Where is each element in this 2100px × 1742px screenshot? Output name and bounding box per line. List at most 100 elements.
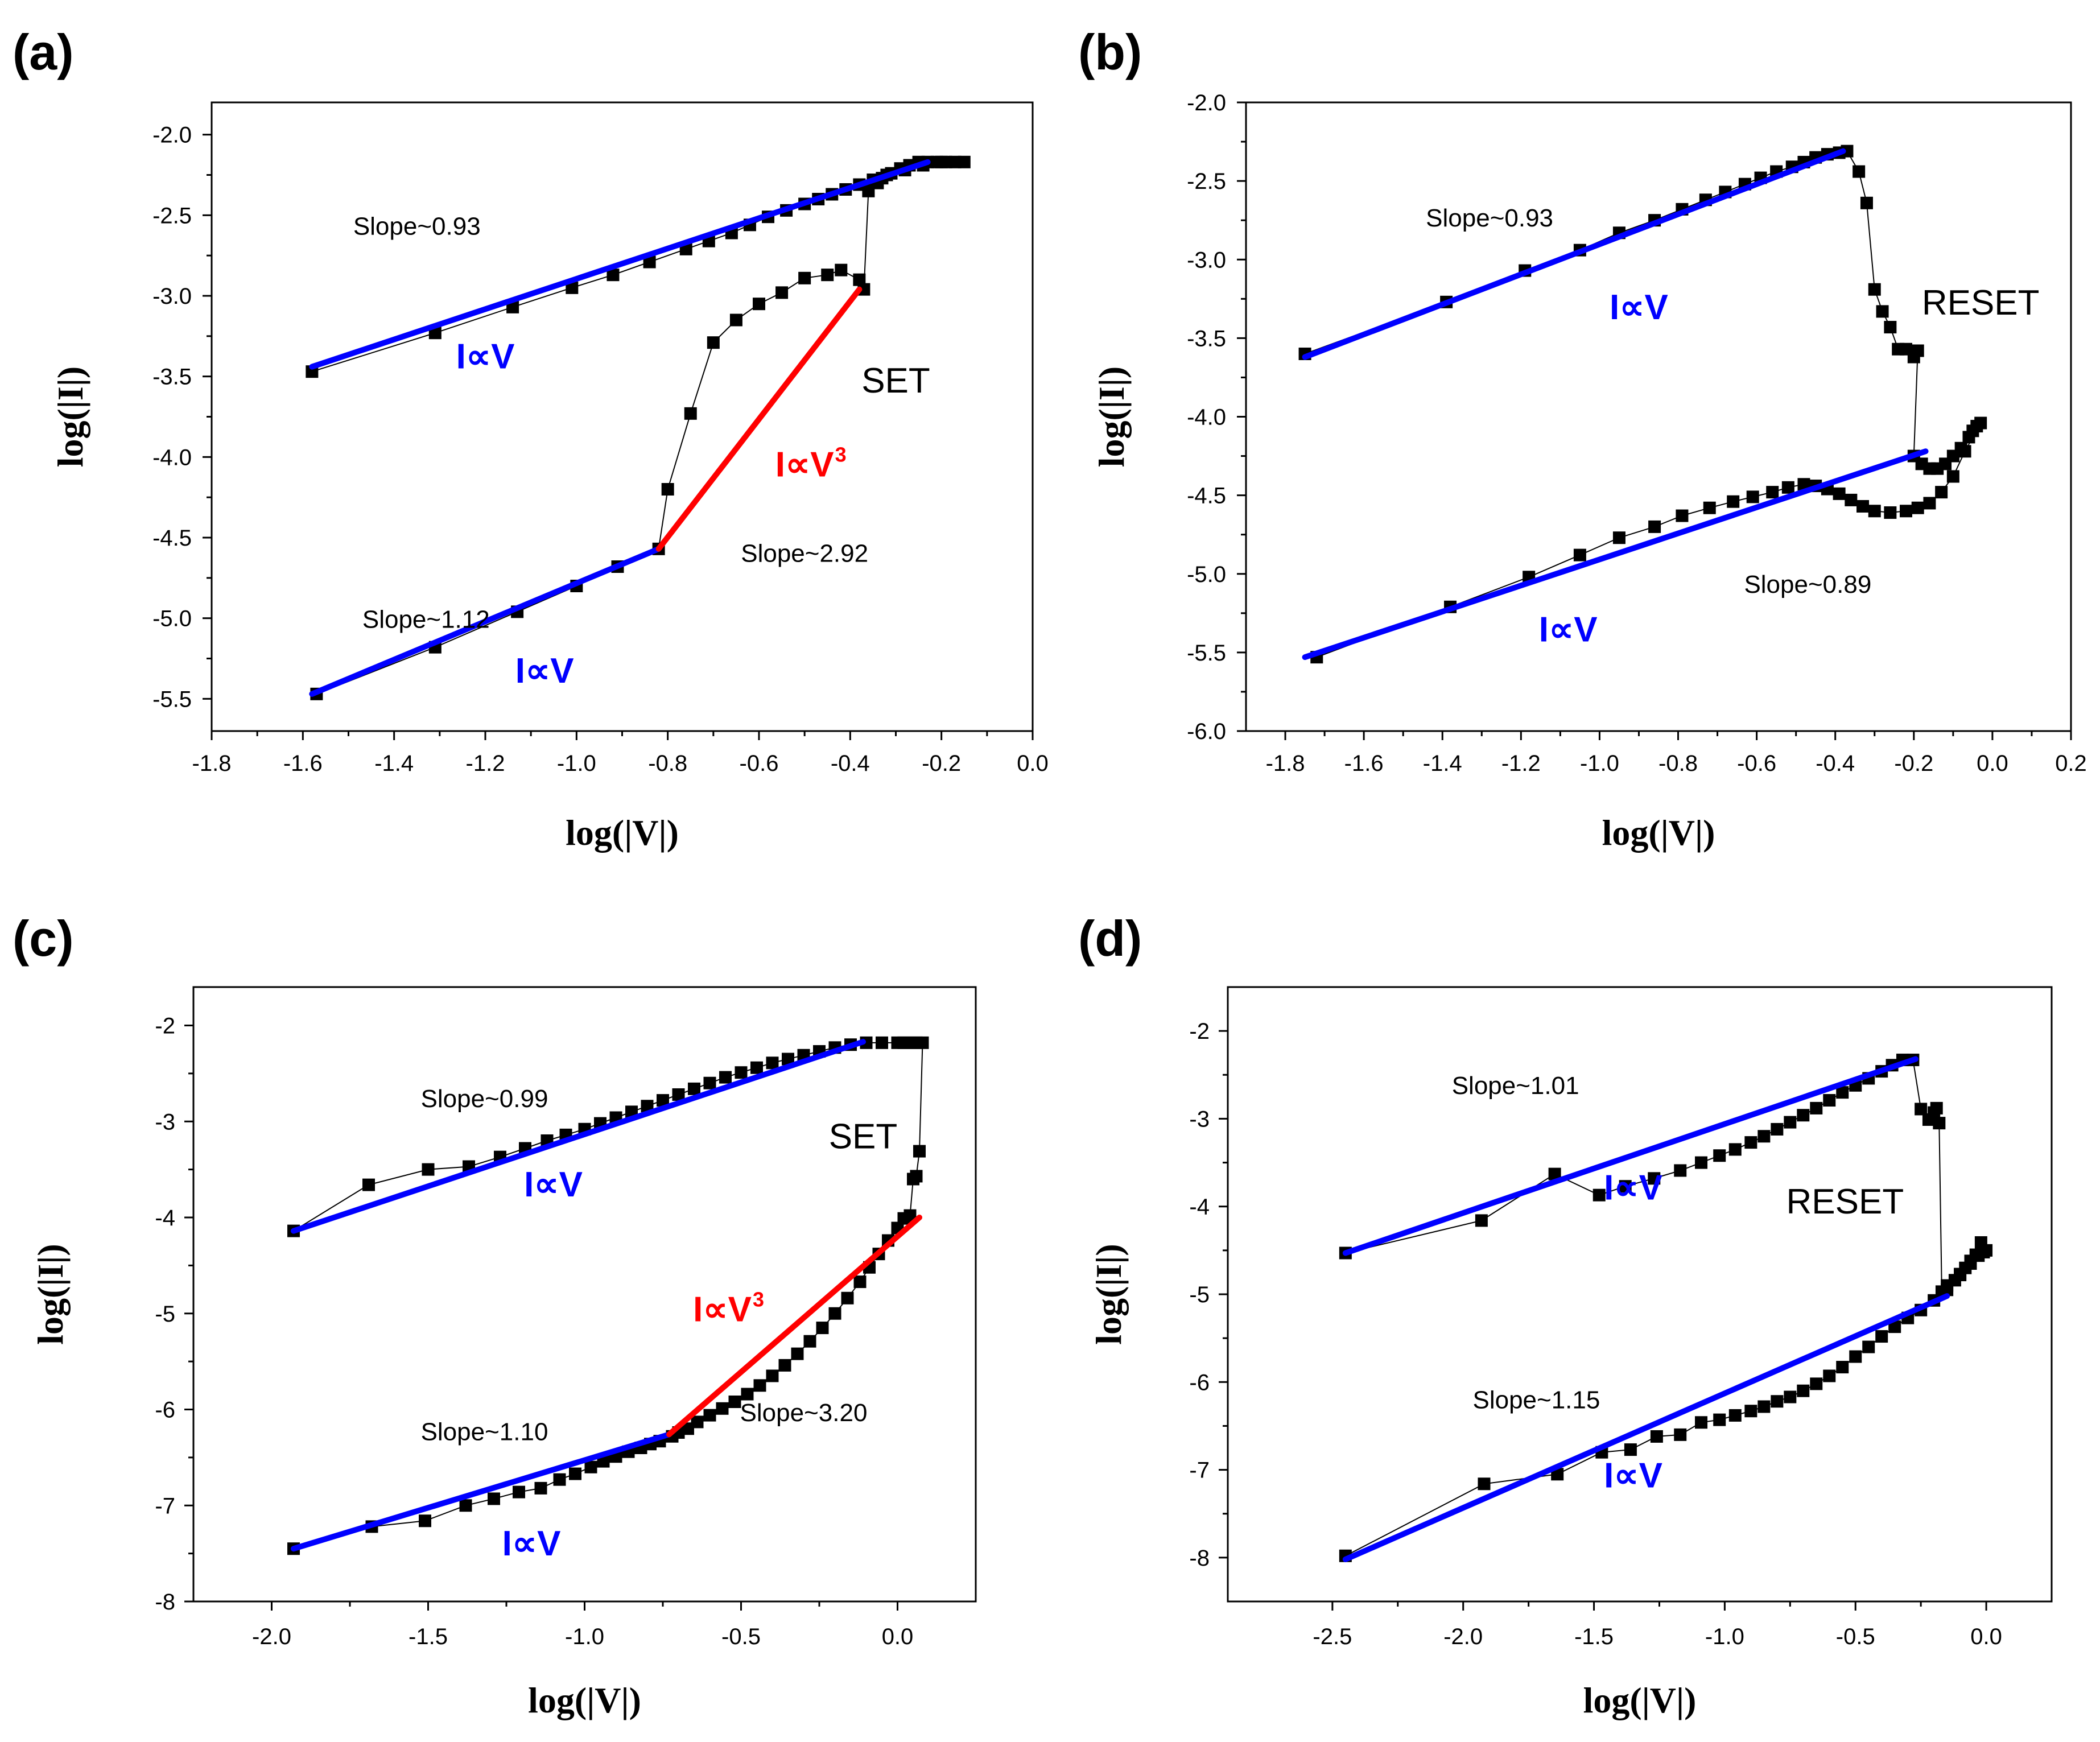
ohmic-law-label: I∝V (1610, 288, 1668, 327)
data-point (422, 1163, 435, 1176)
data-point (766, 1369, 779, 1382)
plot-frame (211, 101, 1034, 732)
fit-ohmic-upper-line (1302, 148, 1846, 360)
x-tick-label: 0.0 (1017, 751, 1049, 776)
y-tick-label: -2.0 (1187, 90, 1226, 115)
y-tick-label: -4.0 (1187, 405, 1226, 430)
data-point (1676, 509, 1689, 522)
x-tick-label: -2.0 (252, 1624, 291, 1649)
data-point (775, 286, 789, 299)
data-point (1757, 1400, 1771, 1413)
data-point (1933, 1117, 1946, 1130)
ohmic-law-label: I∝V (1539, 610, 1598, 650)
slope-annotation: Slope~0.93 (353, 212, 481, 240)
data-point (1868, 283, 1881, 296)
data-point (362, 1178, 375, 1191)
data-point (766, 1056, 779, 1070)
data-connector-line (1345, 1059, 1987, 1557)
data-point (566, 281, 579, 294)
x-tick-label: -0.4 (831, 751, 870, 776)
state-label: SET (829, 1117, 898, 1157)
y-tick-label: -5.0 (1187, 562, 1226, 587)
data-point (1860, 196, 1873, 209)
y-tick-label: -2.0 (152, 123, 192, 148)
data-point (1823, 1369, 1836, 1382)
x-axis-title: log(|V|) (566, 812, 679, 853)
fit-child-line (666, 1215, 922, 1438)
data-point (1619, 1180, 1632, 1193)
data-point (1728, 1409, 1742, 1422)
slope-annotation: Slope~0.99 (421, 1085, 548, 1113)
data-point (1648, 1172, 1661, 1185)
y-axis-title: log(|I|) (1091, 366, 1132, 468)
ohmic-law-label: I∝V (456, 337, 515, 377)
data-point (1868, 505, 1881, 518)
data-point (1841, 145, 1854, 158)
data-point (641, 1100, 654, 1113)
data-point (1974, 416, 1987, 430)
data-point (1648, 520, 1661, 533)
fit-ohmic-upper-line (291, 1039, 866, 1234)
data-point (853, 1275, 867, 1289)
data-point (1728, 1143, 1742, 1156)
y-tick-label: -3 (155, 1109, 175, 1134)
panel-letter-b: (b) (1078, 24, 1142, 80)
ohmic-law-label: I∝V (1604, 1456, 1662, 1495)
data-point (1911, 501, 1924, 514)
data-point (1475, 1214, 1488, 1227)
y-tick-label: -5 (1189, 1282, 1210, 1307)
data-point (782, 1052, 794, 1066)
y-tick-label: -6 (155, 1398, 175, 1423)
data-point (821, 269, 834, 282)
data-point (1674, 1428, 1687, 1441)
data-point (803, 1335, 816, 1348)
x-tick-label: -1.2 (1501, 751, 1541, 776)
y-tick-label: -2 (155, 1014, 175, 1039)
data-point (661, 483, 674, 496)
x-tick-label: 0.2 (2055, 751, 2087, 776)
state-label: RESET (1922, 283, 2040, 323)
data-point (841, 1291, 854, 1305)
data-point (1845, 493, 1858, 506)
data-point (1650, 1430, 1663, 1443)
x-tick-label: -0.8 (648, 751, 687, 776)
y-tick-label: -2.5 (1187, 169, 1226, 194)
x-tick-label: -1.6 (283, 751, 323, 776)
data-point (891, 1036, 904, 1049)
panel-letter-c: (c) (13, 910, 74, 967)
data-point (798, 271, 811, 284)
x-tick-label: -1.4 (1423, 751, 1462, 776)
y-tick-label: -3.5 (152, 365, 192, 390)
data-point (1478, 1477, 1491, 1491)
x-axis-title: log(|V|) (1583, 1680, 1697, 1720)
data-point (1727, 495, 1740, 508)
data-point (1592, 1188, 1606, 1202)
data-point (1612, 531, 1625, 544)
slope-annotation: Slope~1.10 (421, 1418, 548, 1446)
slope-annotation: Slope~0.93 (1426, 204, 1553, 232)
data-point (1923, 497, 1936, 510)
data-point (719, 1071, 732, 1084)
y-axis-title: log(|I|) (50, 366, 90, 468)
data-point (688, 1082, 700, 1095)
slope-annotation: Slope~2.92 (741, 540, 868, 568)
data-point (853, 273, 866, 286)
data-point (691, 1415, 704, 1429)
data-point (1766, 486, 1779, 499)
x-tick-label: -1.6 (1344, 751, 1384, 776)
chart-panel-c: -2.0 -1.5 -1.0 -0.5 0.0 -8 -7 -6 -5 -4 -3 -2 log(|V|… (30, 986, 977, 1720)
data-point (1810, 1101, 1823, 1114)
data-point (816, 1322, 829, 1335)
y-tick-label: -3 (1189, 1107, 1210, 1132)
x-axis-title: log(|V|) (1602, 812, 1715, 853)
data-point (1833, 487, 1846, 500)
data-point (1771, 1395, 1784, 1408)
fit-ohmic-upper-line (309, 159, 931, 370)
data-point (791, 1347, 804, 1360)
y-tick-label: -2 (1189, 1019, 1210, 1044)
x-tick-label: 0.0 (882, 1624, 914, 1649)
data-point (707, 336, 720, 349)
data-point (1862, 1340, 1875, 1353)
x-tick-label: -1.0 (1705, 1624, 1744, 1649)
law-exponent: 3 (835, 443, 847, 466)
